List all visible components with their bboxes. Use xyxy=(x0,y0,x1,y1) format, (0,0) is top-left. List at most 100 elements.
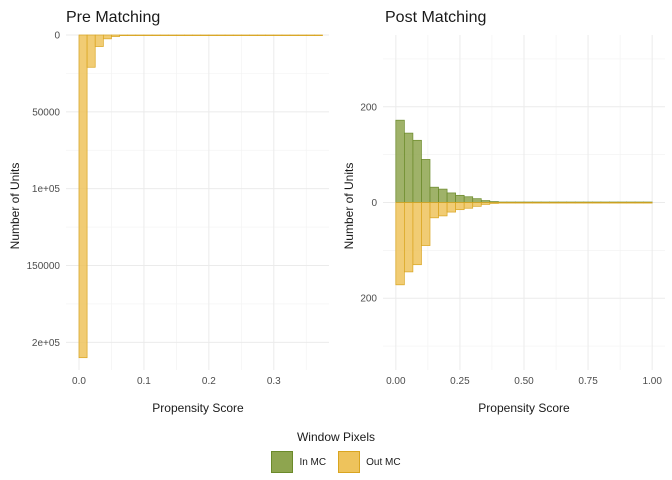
pre-matching-bar-out-mc xyxy=(265,34,275,36)
post-matching-bar-out-mc xyxy=(643,202,653,204)
post-matching-bar-out-mc xyxy=(404,202,414,273)
pre-matching-bar-out-mc xyxy=(167,34,177,36)
post-matching-bar-out-mc xyxy=(600,202,610,204)
pre-matching-bar-out-mc xyxy=(111,34,120,37)
post-matching-x-tick-label: 1.00 xyxy=(642,376,662,387)
post-matching-panel: Post Matching 0.00 0.25 0.50 0.75 1.00 20002… xyxy=(342,9,665,415)
pre-matching-title: Pre Matching xyxy=(66,9,160,26)
post-matching-bar-out-mc xyxy=(438,202,448,217)
post-matching-bar-in-mc xyxy=(404,132,414,203)
post-matching-bar-out-mc xyxy=(557,202,568,204)
post-matching-bar-out-mc xyxy=(489,202,499,204)
post-matching-bar-out-mc xyxy=(540,202,550,204)
pre-matching-bar-out-mc xyxy=(273,34,283,36)
post-matching-bar-out-mc xyxy=(429,202,439,219)
post-matching-y-tick-label: 0 xyxy=(371,198,377,209)
post-matching-bar-out-mc xyxy=(472,202,482,207)
pre-matching-panel: Pre Matching 0.0 0.1 0.2 0.3 0 50000 1e+05 150… xyxy=(8,9,329,415)
post-matching-y-label: Number of Units xyxy=(342,163,356,250)
pre-matching-bar-out-mc xyxy=(297,34,307,36)
pre-matching-bar-out-mc xyxy=(143,34,153,36)
pre-matching-y-label: Number of Units xyxy=(8,163,22,250)
post-matching-bar-out-mc xyxy=(523,202,533,204)
post-matching-bar-out-mc xyxy=(566,202,576,204)
legend-swatch-in-mc xyxy=(271,451,294,473)
pre-matching-bar-out-mc xyxy=(314,34,323,36)
post-matching-bar-out-mc xyxy=(455,202,465,211)
post-matching-bar-in-mc xyxy=(421,159,431,203)
pre-matching-bar-out-mc xyxy=(119,34,129,36)
pre-matching-bar-out-mc xyxy=(305,34,315,36)
post-matching-bar-out-mc xyxy=(515,202,525,204)
post-matching-bar-in-mc xyxy=(412,139,422,203)
post-matching-bar-out-mc xyxy=(583,202,593,204)
post-matching-bar-out-mc xyxy=(592,202,602,204)
legend-items: In MC Out MC xyxy=(271,451,401,473)
pre-matching-bar-out-mc xyxy=(257,34,267,36)
pre-matching-bars xyxy=(78,34,323,359)
pre-matching-y-tick-label: 1e+05 xyxy=(32,184,61,195)
pre-matching-bar-out-mc xyxy=(78,34,88,359)
post-matching-bar-in-mc xyxy=(463,196,474,203)
post-matching-bar-out-mc xyxy=(609,202,619,204)
pre-matching-bar-out-mc xyxy=(200,34,210,36)
post-matching-bar-in-mc xyxy=(438,188,448,203)
post-matching-x-tick-label: 0.25 xyxy=(450,376,470,387)
legend-label-out-mc: Out MC xyxy=(366,456,401,468)
post-matching-bar-in-mc xyxy=(455,194,465,203)
pre-matching-x-label: Propensity Score xyxy=(152,401,244,415)
pre-matching-bar-out-mc xyxy=(216,34,226,36)
post-matching-bar-out-mc xyxy=(626,202,636,204)
pre-matching-bar-out-mc xyxy=(135,34,145,36)
pre-matching-bar-out-mc xyxy=(232,34,242,36)
pre-matching-x-tick-label: 0.0 xyxy=(72,376,86,387)
pre-matching-y-tick-label: 0 xyxy=(54,31,60,42)
pre-matching-bar-out-mc xyxy=(159,34,169,36)
legend-title: Window Pixels xyxy=(296,430,376,444)
post-matching-bar-in-mc xyxy=(472,198,482,203)
post-matching-y-tick-label: 200 xyxy=(360,102,377,113)
pre-matching-bar-out-mc xyxy=(176,34,185,36)
legend-swatch-out-mc xyxy=(338,451,361,473)
post-matching-bar-out-mc xyxy=(634,202,644,204)
pre-matching-bar-out-mc xyxy=(281,34,291,36)
post-matching-x-tick-label: 0.00 xyxy=(386,376,406,387)
pre-matching-y-tick-label: 2e+05 xyxy=(32,338,61,349)
legend-label-in-mc: In MC xyxy=(299,456,327,468)
post-matching-bar-out-mc xyxy=(412,202,422,266)
pre-matching-y-tick-label: 50000 xyxy=(32,107,60,118)
post-matching-bar-out-mc xyxy=(463,202,474,209)
post-matching-x-tick-label: 0.50 xyxy=(514,376,534,387)
pre-matching-y-tick-label: 150000 xyxy=(27,261,61,272)
pre-matching-bar-out-mc xyxy=(224,34,234,36)
post-matching-bar-out-mc xyxy=(395,202,405,286)
post-matching-bar-out-mc xyxy=(574,202,585,204)
post-matching-bar-out-mc xyxy=(421,202,431,246)
post-matching-bar-out-mc xyxy=(549,202,559,204)
pre-matching-bar-out-mc xyxy=(94,34,104,47)
post-matching-y-ticks: 200 0 200 xyxy=(360,102,377,304)
post-matching-x-ticks: 0.00 0.25 0.50 0.75 1.00 xyxy=(386,376,662,387)
post-matching-bar-in-mc xyxy=(446,192,456,203)
pre-matching-bar-out-mc xyxy=(151,34,161,36)
post-matching-bar-out-mc xyxy=(498,202,508,204)
post-matching-bar-in-mc xyxy=(429,186,439,203)
legend: Window Pixels In MC Out MC xyxy=(0,430,672,478)
pre-matching-x-tick-label: 0.2 xyxy=(202,376,216,387)
pre-matching-grid xyxy=(66,34,329,370)
post-matching-bar-in-mc xyxy=(395,119,405,203)
post-matching-bar-out-mc xyxy=(480,202,491,205)
post-matching-y-tick-label: 200 xyxy=(360,294,377,305)
pre-matching-x-ticks: 0.0 0.1 0.2 0.3 xyxy=(72,376,281,387)
legend-item-in-mc: In MC xyxy=(271,451,326,473)
post-matching-bar-out-mc xyxy=(617,202,627,204)
post-matching-bar-out-mc xyxy=(532,202,542,204)
pre-matching-x-tick-label: 0.1 xyxy=(137,376,151,387)
legend-item-out-mc: Out MC xyxy=(338,451,401,473)
post-matching-bars xyxy=(395,119,653,286)
pre-matching-bar-out-mc xyxy=(86,34,96,68)
post-matching-x-tick-label: 0.75 xyxy=(578,376,598,387)
pre-matching-bar-out-mc xyxy=(249,34,258,36)
post-matching-x-label: Propensity Score xyxy=(478,401,570,415)
post-matching-title: Post Matching xyxy=(385,9,486,26)
